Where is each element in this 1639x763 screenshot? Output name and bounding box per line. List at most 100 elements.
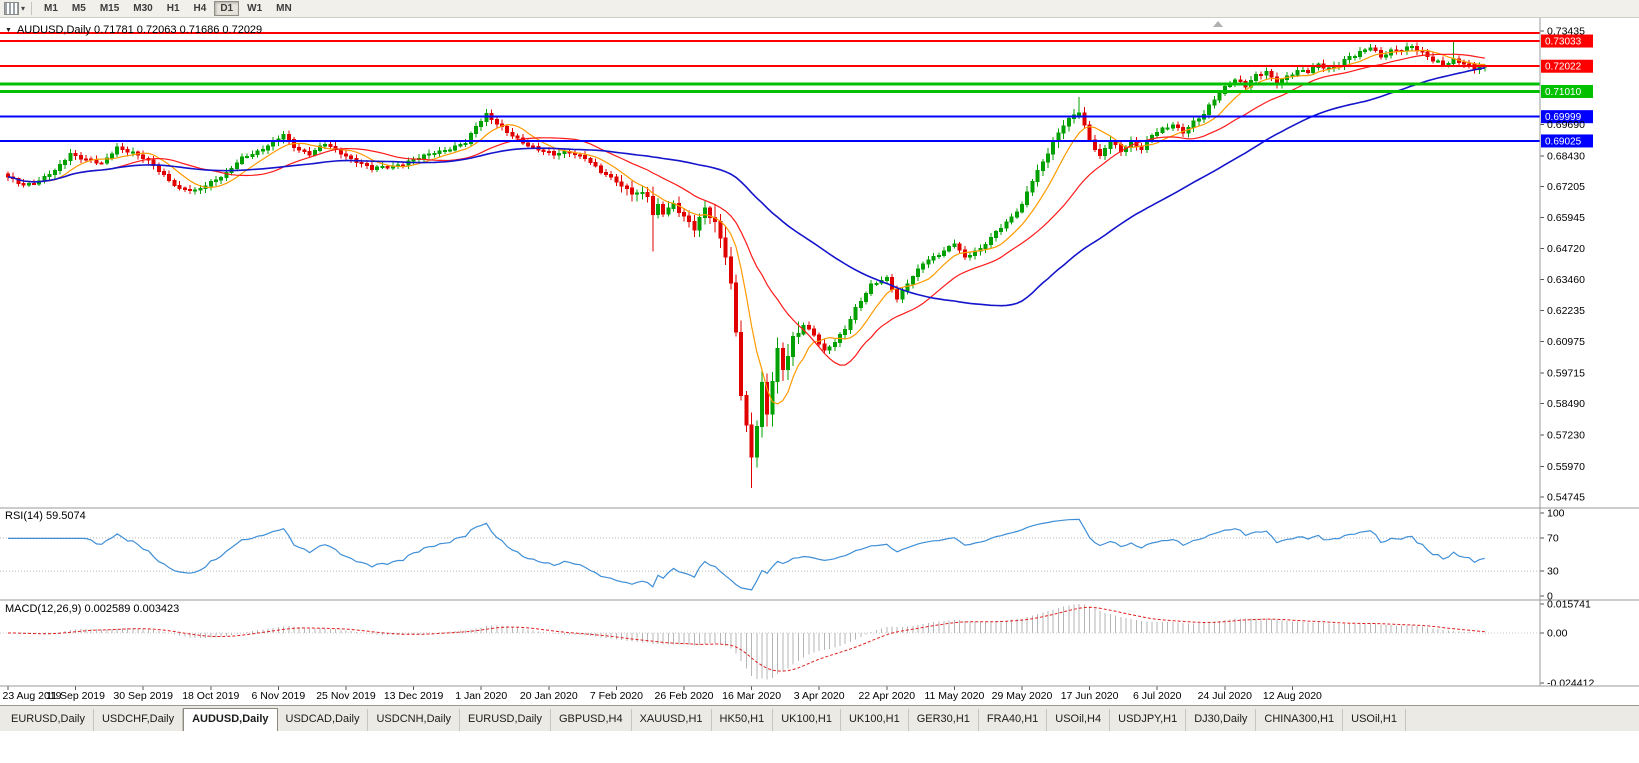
- ma-21-line: [7, 53, 1485, 366]
- price-line-label: 0.69999: [1545, 112, 1582, 123]
- timeframe-m15-button[interactable]: M15: [94, 1, 125, 16]
- date-axis-label: 7 Feb 2020: [590, 690, 643, 702]
- toolbar-separator: [31, 2, 33, 15]
- rsi-indicator-label: RSI(14) 59.5074: [5, 510, 86, 522]
- price-line-label: 0.72022: [1545, 62, 1582, 73]
- timeframe-m1-button[interactable]: M1: [38, 1, 64, 16]
- price-axis-label: 0.63460: [1547, 274, 1585, 286]
- chart-title: ▼ AUDUSD,Daily 0.71781 0.72063 0.71686 0…: [5, 24, 262, 36]
- bearish-candles: [6, 42, 1477, 489]
- date-axis-label: 1 Jan 2020: [455, 690, 507, 702]
- date-axis-label: 26 Feb 2020: [655, 690, 714, 702]
- date-axis-label: 11 May 2020: [924, 690, 984, 702]
- chart-tab-uk100-h1[interactable]: UK100,H1: [841, 709, 909, 731]
- price-axis-label: 0.58490: [1547, 398, 1585, 410]
- price-axis-label: 0.68430: [1547, 150, 1585, 162]
- date-axis-label: 13 Dec 2019: [384, 690, 444, 702]
- price-axis-label: 0.60975: [1547, 336, 1585, 348]
- price-chart-canvas[interactable]: 0.73033 0.72022 0.71010 0.69999 0.69025 0.734…: [0, 18, 1639, 705]
- price-axis-label: 0.57230: [1547, 430, 1585, 442]
- macd-axis-label: -0.024412: [1547, 678, 1594, 690]
- date-axis-label: 17 Jun 2020: [1061, 690, 1119, 702]
- price-axis-label: 0.64720: [1547, 243, 1585, 255]
- chart-tab-china300-h1[interactable]: CHINA300,H1: [1256, 709, 1344, 731]
- symbol-dropdown-icon[interactable]: ▼: [5, 26, 12, 34]
- price-axis-label: 0.59715: [1547, 368, 1585, 380]
- chart-area: 0.73033 0.72022 0.71010 0.69999 0.69025 0.734…: [0, 18, 1639, 705]
- timeframe-h4-button[interactable]: H4: [188, 1, 213, 16]
- rsi-axis-label: 100: [1547, 508, 1565, 520]
- price-line-label-box: [1541, 34, 1593, 48]
- macd-axis-label: 0.00: [1547, 628, 1568, 640]
- chart-tab-ger30-h1[interactable]: GER30,H1: [909, 709, 979, 731]
- chart-tab-hk50-h1[interactable]: HK50,H1: [712, 709, 774, 731]
- chart-tab-dj30-daily[interactable]: DJ30,Daily: [1186, 709, 1257, 731]
- timeframe-mn-button[interactable]: MN: [270, 1, 298, 16]
- date-axis-label: 22 Apr 2020: [858, 690, 915, 702]
- price-axis-label: 0.67205: [1547, 181, 1585, 193]
- chart-tab-xauusd-h1[interactable]: XAUUSD,H1: [632, 709, 712, 731]
- chart-title-text: AUDUSD,Daily 0.71781 0.72063 0.71686 0.7…: [16, 24, 263, 36]
- date-axis-label: 24 Jul 2020: [1198, 690, 1252, 702]
- chart-tab-usoil-h1[interactable]: USOil,H1: [1343, 709, 1406, 731]
- chart-tab-usdcad-daily[interactable]: USDCAD,Daily: [278, 709, 369, 731]
- chart-tab-eurusd-daily[interactable]: EURUSD,Daily: [3, 709, 94, 731]
- rsi-line: [8, 518, 1485, 591]
- chart-tab-usdjpy-h1[interactable]: USDJPY,H1: [1110, 709, 1187, 731]
- timeframe-h1-button[interactable]: H1: [161, 1, 186, 16]
- macd-indicator-label: MACD(12,26,9) 0.002589 0.003423: [5, 603, 180, 615]
- timeframe-m5-button[interactable]: M5: [66, 1, 92, 16]
- chart-shift-marker-icon[interactable]: [1213, 21, 1223, 27]
- date-axis-label: 12 Aug 2020: [1263, 690, 1322, 702]
- macd-axis-label: 0.015741: [1547, 599, 1591, 611]
- timeframe-m30-button[interactable]: M30: [127, 1, 158, 16]
- chart-tab-usdchf-daily[interactable]: USDCHF,Daily: [94, 709, 184, 731]
- price-axis-label: 0.65945: [1547, 212, 1585, 224]
- date-axis-label: 20 Jan 2020: [520, 690, 578, 702]
- date-axis-label: 25 Nov 2019: [316, 690, 376, 702]
- chart-tab-usoil-h4[interactable]: USOil,H4: [1047, 709, 1111, 731]
- date-axis-label: 6 Nov 2019: [252, 690, 306, 702]
- price-axis-label: 0.55970: [1547, 461, 1585, 473]
- price-line-label: 0.71010: [1545, 87, 1582, 98]
- rsi-axis-label: 0: [1547, 591, 1553, 603]
- chart-tab-bar: EURUSD,Daily USDCHF,Daily AUDUSD,Daily USDC…: [0, 705, 1639, 732]
- timeframe-w1-button[interactable]: W1: [241, 1, 268, 16]
- date-axis-label: 18 Oct 2019: [182, 690, 239, 702]
- date-axis-label: 6 Jul 2020: [1133, 690, 1182, 702]
- date-axis-label: 16 Mar 2020: [722, 690, 781, 702]
- price-axis-label: 0.69690: [1547, 119, 1585, 131]
- macd-signal-line: [8, 606, 1485, 672]
- price-axis-label: 0.54745: [1547, 492, 1585, 504]
- price-line-label-box: [1541, 110, 1593, 124]
- price-line-label-box: [1541, 84, 1593, 98]
- timeframe-d1-button[interactable]: D1: [214, 1, 240, 16]
- chart-tab-eurusd-daily[interactable]: EURUSD,Daily: [460, 709, 551, 731]
- price-axis-label: 0.62235: [1547, 305, 1585, 317]
- status-bar: [0, 731, 1639, 763]
- price-line-label: 0.73033: [1545, 37, 1582, 48]
- macd-histogram: [12, 604, 1486, 680]
- chart-tab-fra40-h1[interactable]: FRA40,H1: [979, 709, 1048, 731]
- chart-window-icon[interactable]: [4, 2, 19, 15]
- price-line-label-box: [1541, 134, 1593, 148]
- date-axis-label: 30 Sep 2019: [113, 690, 173, 702]
- bullish-candles: [26, 41, 1487, 468]
- date-axis-label: 29 May 2020: [992, 690, 1053, 702]
- date-axis-label: 23 Aug 2019: [3, 690, 62, 702]
- price-axis-label: 0.73435: [1547, 26, 1585, 38]
- chart-tab-audusd-daily[interactable]: AUDUSD,Daily: [183, 708, 278, 732]
- ma-8-line: [7, 49, 1485, 405]
- date-axis-label: 11 Sep 2019: [46, 690, 105, 702]
- date-axis-label: 3 Apr 2020: [794, 690, 845, 702]
- chart-tab-uk100-h1[interactable]: UK100,H1: [773, 709, 841, 731]
- price-line-label-box: [1541, 59, 1593, 73]
- rsi-axis-label: 70: [1547, 532, 1559, 544]
- chart-tab-usdcnh-daily[interactable]: USDCNH,Daily: [368, 709, 461, 731]
- ma-55-line: [7, 67, 1485, 307]
- dropdown-caret-icon[interactable]: ▾: [21, 3, 26, 13]
- timeframe-toolbar: ▾ M1 M5 M15 M30 H1 H4 D1 W1 MN: [0, 0, 1639, 18]
- rsi-axis-label: 30: [1547, 566, 1559, 578]
- price-line-label: 0.69025: [1545, 136, 1582, 147]
- chart-tab-gbpusd-h4[interactable]: GBPUSD,H4: [551, 709, 632, 731]
